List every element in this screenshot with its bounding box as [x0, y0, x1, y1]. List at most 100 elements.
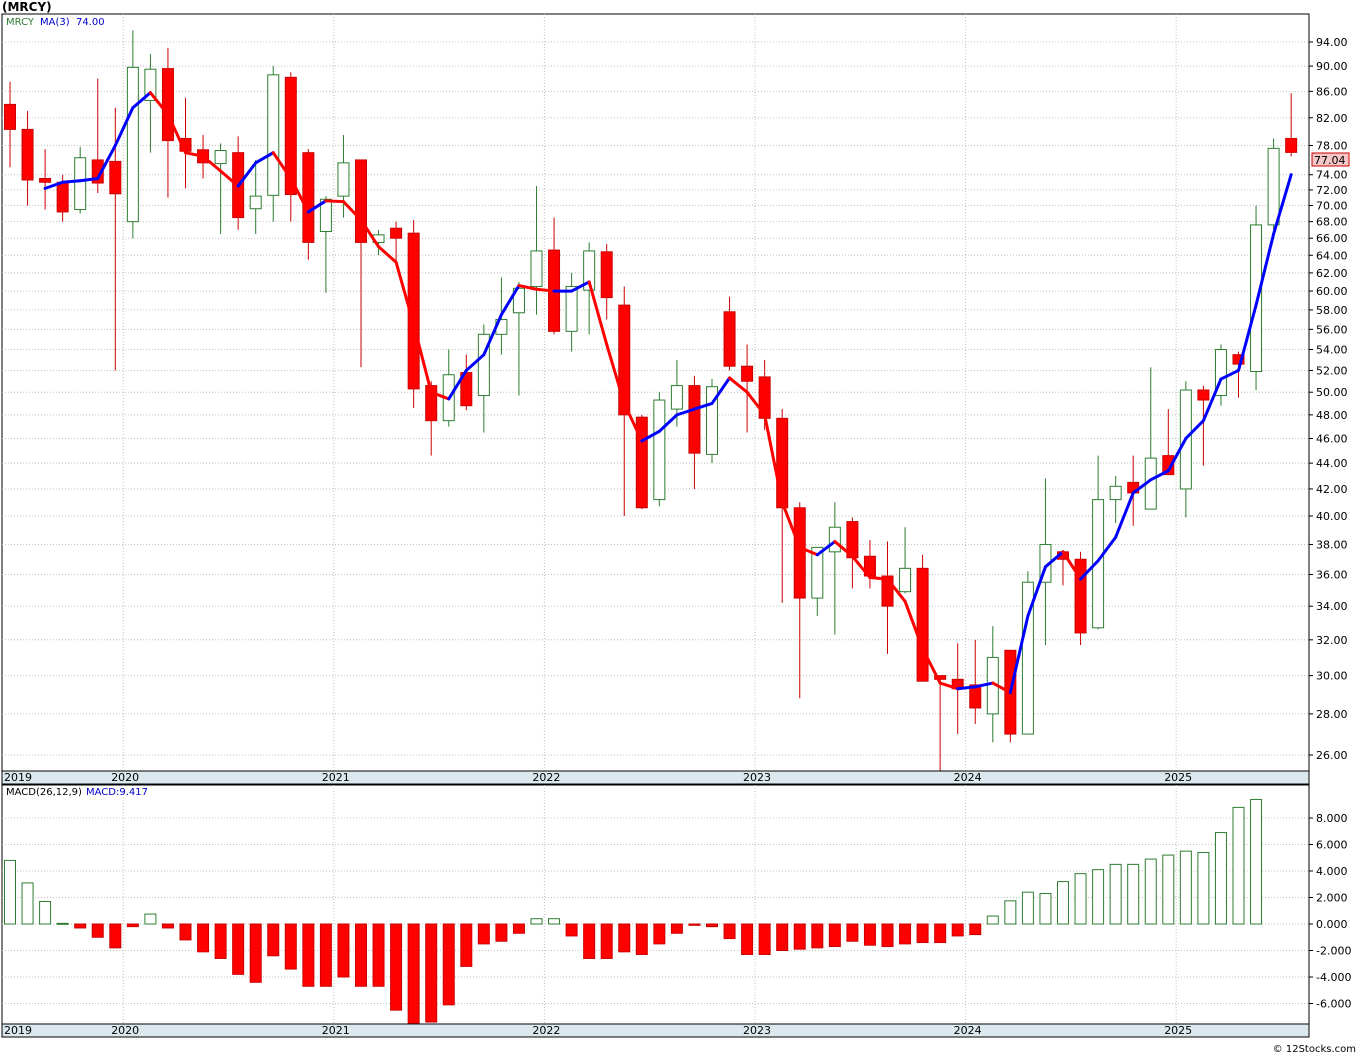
price-tick-label: 26.00 [1316, 749, 1348, 762]
candle-body [91, 159, 104, 184]
macd-histogram [4, 798, 1263, 1026]
candle [126, 30, 139, 239]
ma3-segment [1219, 368, 1240, 381]
ma3-segment [359, 218, 381, 249]
candle-body [1214, 349, 1227, 397]
ma3-segment [815, 540, 837, 557]
price-tick-label: 62.00 [1316, 267, 1348, 280]
candle-body [583, 250, 596, 291]
macd-bar [1127, 863, 1140, 925]
ma3-segment [903, 599, 925, 651]
ma3-segment [535, 287, 556, 293]
macd-bar [741, 923, 754, 955]
ma3-segment [692, 401, 714, 411]
macd-gridlines [2, 785, 1309, 1024]
macd-bar [1144, 858, 1157, 925]
macd-bar [1232, 806, 1245, 925]
candle [1109, 475, 1122, 523]
candle [144, 53, 157, 153]
candle [1250, 205, 1263, 391]
ma3-segment [482, 313, 503, 357]
ma3-segment [1184, 419, 1205, 440]
candlestick-series [4, 30, 1298, 777]
candle [390, 221, 403, 265]
price-tick-label: 44.00 [1316, 457, 1348, 470]
candle-body [811, 546, 824, 599]
candle [635, 414, 648, 510]
macd-bar [688, 923, 701, 926]
candle [407, 220, 420, 408]
candle-body [776, 417, 789, 509]
year-label: 2020 [111, 771, 139, 784]
candle [653, 392, 666, 507]
candle-body [4, 103, 16, 130]
macd-bar [1162, 854, 1175, 925]
candle-body [793, 507, 806, 599]
candle-body [1232, 354, 1245, 365]
price-tick-label: 68.00 [1316, 216, 1348, 229]
macd-bar [126, 923, 139, 928]
macd-bar [548, 918, 561, 925]
macd-bar [916, 923, 929, 944]
macd-bar [969, 923, 982, 936]
macd-bar [390, 923, 403, 1011]
macd-bar [39, 900, 52, 925]
candle-body [1285, 137, 1298, 153]
macd-bar [600, 923, 613, 959]
price-tick-label: 78.00 [1316, 140, 1348, 153]
macd-bar [267, 923, 280, 957]
ma3-segment [850, 554, 872, 580]
legend-ma-value: 74.00 [76, 17, 105, 28]
candle-body [1092, 499, 1105, 629]
candle-body [74, 157, 87, 211]
price-tick-label: 30.00 [1316, 670, 1348, 683]
candle-body [109, 160, 122, 195]
candle-body [653, 399, 666, 501]
ma3-segment [675, 407, 696, 417]
ma3-segment [517, 284, 538, 291]
candle [565, 272, 578, 352]
ma3-segment [447, 368, 468, 401]
ma3-segment [1272, 173, 1293, 236]
ma3-segment [1114, 491, 1135, 539]
macd-bar [337, 923, 350, 978]
ma3-segment [377, 245, 398, 264]
macd-bar [811, 923, 824, 949]
candle [91, 78, 104, 194]
macd-bar [477, 923, 490, 945]
macd-axis: -6.000 -4.000 -2.000 0.000 2.000 4.000 6.000 8.… [1309, 812, 1351, 1011]
ma3-segment [798, 545, 819, 557]
candle [934, 675, 947, 777]
price-tick-label: 28.00 [1316, 708, 1348, 721]
macd-bar [986, 915, 999, 925]
macd-bar [1197, 851, 1210, 925]
candle [530, 186, 543, 315]
ma3-segment [464, 353, 486, 372]
price-tick-label: 48.00 [1316, 409, 1348, 422]
macd-bar [899, 923, 912, 945]
macd-bar [179, 923, 192, 941]
candle-body [21, 128, 34, 181]
candle [741, 344, 754, 433]
ma3-segment [113, 106, 135, 148]
candle-body [319, 198, 332, 233]
candle-body [337, 162, 350, 197]
year-label: 2021 [322, 1024, 350, 1037]
macd-bar [776, 923, 789, 951]
year-label: 2024 [954, 771, 982, 784]
ma3-segment [1254, 232, 1276, 307]
price-tick-label: 34.00 [1316, 600, 1348, 613]
price-tick-label: 50.00 [1316, 386, 1348, 399]
macd-bar [302, 923, 315, 987]
candle-body [425, 385, 438, 422]
ma3-segment [938, 681, 960, 691]
last-price-tag [1311, 152, 1350, 167]
ma3-segment [289, 176, 310, 214]
legend-ma-label: MA(3) [40, 17, 70, 28]
ma3-segment [166, 112, 187, 155]
ma3-segment [710, 376, 732, 405]
year-label: 2020 [111, 1024, 139, 1037]
candle-body [969, 684, 982, 709]
candle [1074, 551, 1087, 646]
